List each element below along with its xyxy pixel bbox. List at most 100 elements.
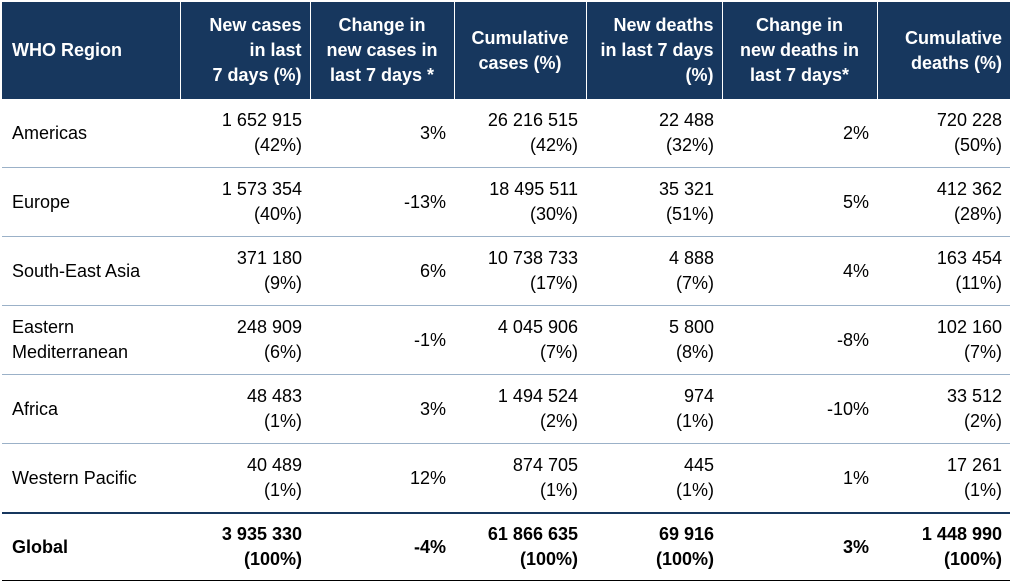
change-new-cases-cell: -13% bbox=[310, 167, 454, 237]
header-change-new-deaths: Change in new deaths in last 7 days* bbox=[722, 2, 878, 99]
new-deaths-cell: 35 321 (51%) bbox=[586, 167, 722, 237]
header-text-line: Change in bbox=[338, 15, 426, 35]
cumulative-deaths-cell: 1 448 990 (100%) bbox=[877, 512, 1010, 581]
value-text: 10 738 733 bbox=[487, 248, 578, 268]
header-who-region: WHO Region bbox=[2, 2, 181, 99]
new-deaths-cell: 22 488 (32%) bbox=[586, 99, 722, 168]
percent-text: (42%) bbox=[529, 135, 578, 155]
region-name-cell: Africa bbox=[2, 374, 180, 444]
change-new-deaths-cell: 4% bbox=[722, 236, 877, 306]
header-text-line: (%) bbox=[685, 65, 714, 85]
cumulative-cases-cell: 61 866 635 (100%) bbox=[454, 512, 586, 581]
header-text-line: in last 7 days bbox=[600, 40, 714, 60]
region-name: Western Pacific bbox=[12, 467, 137, 488]
region-name-cell: Eastern Mediterranean bbox=[2, 305, 180, 375]
value-text: 12% bbox=[409, 467, 446, 488]
value-text: 3% bbox=[419, 122, 446, 143]
table-row: Americas 1 652 915 (42%) 3% 26 216 515 (42%) 2… bbox=[2, 99, 1010, 168]
value-text: -13% bbox=[403, 191, 446, 212]
value-text: 445 bbox=[683, 455, 714, 475]
percent-text: (100%) bbox=[519, 549, 578, 569]
new-deaths-cell: 69 916 (100%) bbox=[586, 512, 722, 581]
table-row: Europe 1 573 354 (40%) -13% 18 495 511 (30%) 3… bbox=[2, 167, 1010, 237]
percent-text: (50%) bbox=[953, 135, 1002, 155]
percent-text: (100%) bbox=[943, 549, 1002, 569]
percent-text: (30%) bbox=[529, 204, 578, 224]
percent-text: (51%) bbox=[665, 204, 714, 224]
value-text: 4 045 906 bbox=[497, 317, 578, 337]
new-deaths-cell: 974 (1%) bbox=[586, 374, 722, 444]
header-cumulative-deaths: Cumulative deaths (%) bbox=[877, 2, 1010, 99]
percent-text: (9%) bbox=[263, 273, 302, 293]
cumulative-deaths-cell: 720 228 (50%) bbox=[877, 99, 1010, 168]
value-text: 248 909 bbox=[236, 317, 302, 337]
header-cumulative-cases: Cumulative cases (%) bbox=[454, 2, 587, 99]
header-text-line: Cumulative bbox=[904, 27, 1002, 48]
value-text: 3% bbox=[842, 536, 869, 557]
change-new-cases-cell: 6% bbox=[310, 236, 454, 306]
value-text: -8% bbox=[836, 329, 869, 350]
percent-text: (40%) bbox=[253, 204, 302, 224]
table-header: WHO Region New cases in last 7 days (%) Chan… bbox=[2, 2, 1010, 99]
value-text: 720 228 bbox=[936, 110, 1002, 130]
region-name: Americas bbox=[12, 122, 88, 143]
value-text: 4 888 bbox=[668, 248, 714, 268]
value-text: 3% bbox=[419, 398, 446, 419]
header-text-line: Change in bbox=[755, 15, 843, 35]
region-name-cell: Western Pacific bbox=[2, 443, 180, 514]
change-new-deaths-cell: 5% bbox=[722, 167, 877, 237]
cumulative-cases-cell: 4 045 906 (7%) bbox=[454, 305, 586, 375]
change-new-cases-cell: -1% bbox=[310, 305, 454, 375]
percent-text: (11%) bbox=[955, 273, 1002, 293]
cumulative-cases-cell: 874 705 (1%) bbox=[454, 443, 586, 514]
value-text: 2% bbox=[842, 122, 869, 143]
header-text-line: Cumulative bbox=[471, 27, 569, 48]
percent-text: (7%) bbox=[675, 273, 714, 293]
percent-text: (42%) bbox=[253, 135, 302, 155]
cumulative-deaths-cell: 33 512 (2%) bbox=[877, 374, 1010, 444]
value-text: 874 705 bbox=[512, 455, 578, 475]
new-cases-cell: 1 652 915 (42%) bbox=[180, 99, 310, 168]
value-text: 974 bbox=[683, 386, 714, 406]
cumulative-cases-cell: 18 495 511 (30%) bbox=[454, 167, 586, 237]
percent-text: (17%) bbox=[529, 273, 578, 293]
change-new-deaths-cell: 1% bbox=[722, 443, 877, 514]
region-name: Europe bbox=[12, 191, 71, 212]
value-text: 69 916 bbox=[658, 524, 714, 544]
value-text: 35 321 bbox=[658, 179, 714, 199]
cumulative-cases-cell: 1 494 524 (2%) bbox=[454, 374, 586, 444]
percent-text: (1%) bbox=[675, 411, 714, 431]
value-text: 102 160 bbox=[936, 317, 1002, 337]
value-text: 4% bbox=[842, 260, 869, 281]
change-new-cases-cell: 3% bbox=[310, 374, 454, 444]
percent-text: (2%) bbox=[963, 411, 1002, 431]
percent-text: (1%) bbox=[539, 480, 578, 500]
value-text: 6% bbox=[419, 260, 446, 281]
value-text: -10% bbox=[826, 398, 869, 419]
new-cases-cell: 248 909 (6%) bbox=[180, 305, 310, 375]
value-text: 1 494 524 bbox=[497, 386, 578, 406]
header-row: WHO Region New cases in last 7 days (%) Chan… bbox=[2, 2, 1010, 99]
percent-text: (1%) bbox=[675, 480, 714, 500]
change-new-cases-cell: -4% bbox=[310, 512, 454, 581]
header-new-cases: New cases in last 7 days (%) bbox=[180, 2, 311, 99]
header-new-deaths: New deaths in last 7 days (%) bbox=[586, 2, 723, 99]
header-text-line: new cases in bbox=[326, 40, 438, 60]
percent-text: (1%) bbox=[963, 480, 1002, 500]
value-text: 40 489 bbox=[246, 455, 302, 475]
cumulative-cases-cell: 26 216 515 (42%) bbox=[454, 99, 586, 168]
header-text-line: deaths (%) bbox=[910, 52, 1002, 73]
new-cases-cell: 40 489 (1%) bbox=[180, 443, 310, 514]
value-text: 26 216 515 bbox=[487, 110, 578, 130]
value-text: 3 935 330 bbox=[221, 524, 302, 544]
percent-text: (100%) bbox=[243, 549, 302, 569]
value-text: 1 652 915 bbox=[221, 110, 302, 130]
new-cases-cell: 371 180 (9%) bbox=[180, 236, 310, 306]
change-new-deaths-cell: -10% bbox=[722, 374, 877, 444]
percent-text: (7%) bbox=[963, 342, 1002, 362]
region-name: Eastern bbox=[12, 317, 75, 337]
percent-text: (100%) bbox=[655, 549, 714, 569]
value-text: 61 866 635 bbox=[487, 524, 578, 544]
table-row: Africa 48 483 (1%) 3% 1 494 524 (2%) 974 (1%) -1… bbox=[2, 374, 1010, 444]
